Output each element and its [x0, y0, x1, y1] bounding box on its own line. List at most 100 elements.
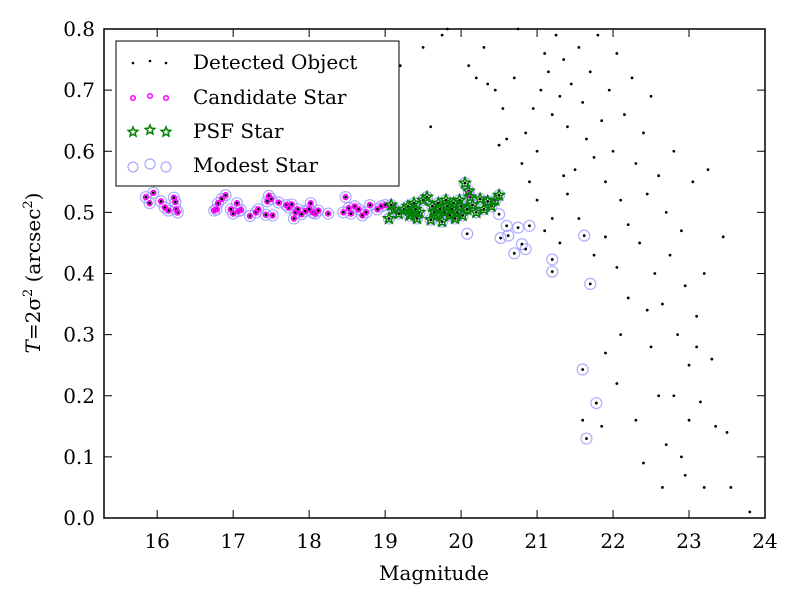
psf-star-point: [462, 189, 478, 204]
detected-object-point: [619, 333, 623, 337]
legend-marker-candidate-star: [129, 92, 170, 102]
detected-object-point: [516, 226, 520, 230]
detected-object-point: [167, 209, 170, 212]
detected-object-point: [668, 253, 672, 257]
candidate-star-point: [315, 207, 322, 214]
detected-object-point: [725, 431, 729, 434]
detected-object-point: [316, 209, 320, 212]
modest-star-point: [272, 196, 285, 209]
detected-object-point: [528, 224, 531, 228]
detected-object-point: [465, 232, 469, 236]
detected-object-point: [429, 125, 433, 129]
x-tick-label: 23: [676, 529, 701, 553]
detected-object-point: [326, 212, 330, 215]
candidate-star-point: [362, 209, 370, 216]
detected-object-point: [501, 107, 505, 110]
modest-star-point: [339, 190, 352, 204]
y-tick-label: 0.4: [63, 262, 95, 286]
detected-object-point: [353, 204, 357, 208]
x-tick-label: 22: [600, 529, 625, 553]
detected-object-point: [573, 168, 577, 171]
detected-object-point: [562, 174, 566, 178]
candidate-star-point: [246, 212, 254, 220]
detected-object-point: [389, 203, 393, 207]
psf-star-point: [453, 198, 469, 213]
psf-star-point: [469, 204, 484, 219]
detected-object-point: [604, 235, 607, 239]
detected-object-point: [172, 196, 176, 200]
detected-object-point: [467, 64, 471, 68]
psf-star-point: [491, 187, 507, 202]
detected-object-point: [550, 113, 554, 116]
detected-object-point: [683, 284, 687, 288]
candidate-star-point: [355, 206, 362, 213]
modest-star-point: [508, 247, 521, 260]
detected-object-point: [604, 180, 607, 184]
detected-object-point: [680, 229, 683, 233]
detected-object-point: [585, 137, 588, 141]
detected-object-point: [364, 210, 368, 214]
detected-object-point: [349, 212, 353, 215]
detected-object-point: [702, 272, 706, 275]
detected-object-point: [566, 192, 569, 196]
psf-star-point: [484, 198, 499, 213]
detected-object-point: [463, 181, 467, 185]
detected-object-point: [505, 137, 509, 141]
detected-object-point: [657, 174, 661, 178]
candidate-star-point: [374, 206, 381, 213]
modest-star-point: [322, 207, 335, 220]
detected-object-point: [672, 149, 676, 153]
modest-star-point: [259, 208, 272, 221]
legend-marker-detected-object: [131, 59, 168, 65]
detected-object-point: [497, 212, 501, 216]
modest-star-point: [494, 231, 507, 245]
plot-marks: [139, 27, 752, 514]
y-tick-label: 0.0: [63, 506, 95, 530]
candidate-star-point: [233, 200, 241, 207]
legend-marker-psf-star: [126, 123, 173, 138]
candidate-star-point: [255, 206, 262, 213]
detected-object-point: [626, 296, 630, 300]
legend-item-modest-star: Modest Star: [127, 153, 318, 177]
y-tick-label: 0.5: [63, 200, 95, 224]
modest-star-point: [356, 209, 369, 222]
modest-star-point: [371, 203, 384, 216]
detected-object-point: [588, 282, 592, 286]
x-tick-label: 17: [220, 529, 245, 553]
legend-item-detected-object: Detected Object: [131, 50, 357, 74]
detected-object-point: [550, 270, 554, 274]
modest-star-point: [309, 207, 322, 220]
modest-star-point: [266, 209, 279, 222]
candidate-star-point: [345, 204, 352, 212]
candidate-star-point: [359, 212, 366, 219]
detected-object-point: [347, 206, 351, 210]
candidate-star-point: [142, 193, 149, 201]
candidate-star-point: [174, 209, 181, 216]
psf-star-point: [476, 201, 492, 216]
detected-object-point: [729, 486, 733, 489]
detected-object-point: [290, 203, 294, 206]
candidate-star-point: [269, 212, 276, 219]
detected-object-point: [148, 201, 151, 205]
modest-star-point: [502, 229, 515, 242]
detected-object-point: [645, 308, 649, 312]
detected-object-point: [465, 207, 469, 211]
modest-star-point: [360, 206, 373, 219]
detected-object-point: [471, 203, 474, 207]
detected-object-point: [357, 207, 360, 211]
detected-object-point: [224, 193, 227, 197]
candidate-star-point: [161, 204, 168, 211]
candidate-star-point: [222, 192, 229, 199]
detected-object-point: [497, 193, 501, 197]
candidate-star-point: [213, 206, 220, 213]
detected-object-point: [554, 33, 558, 37]
candidate-star-point: [267, 195, 275, 203]
candidate-star-point: [294, 206, 301, 213]
detected-object-point: [577, 217, 581, 220]
detected-object-point: [309, 201, 313, 205]
detected-object-point: [615, 52, 619, 55]
modest-star-point: [584, 277, 597, 290]
detected-object-point: [623, 113, 626, 116]
x-axis-label: Magnitude: [379, 561, 489, 585]
